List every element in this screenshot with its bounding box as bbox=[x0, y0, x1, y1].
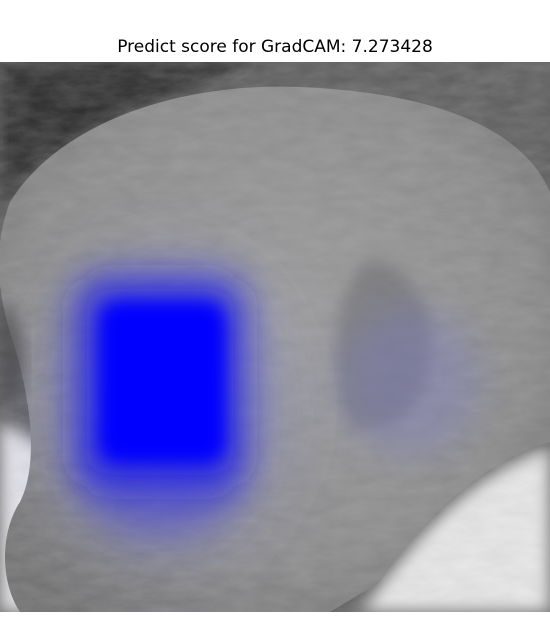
activation-core bbox=[100, 302, 225, 462]
left-shadow bbox=[0, 302, 24, 402]
gradcam-figure bbox=[0, 62, 550, 612]
gradcam-image bbox=[0, 62, 550, 612]
weak-activation-right bbox=[340, 307, 480, 457]
figure-title: Predict score for GradCAM: 7.273428 bbox=[117, 37, 433, 57]
